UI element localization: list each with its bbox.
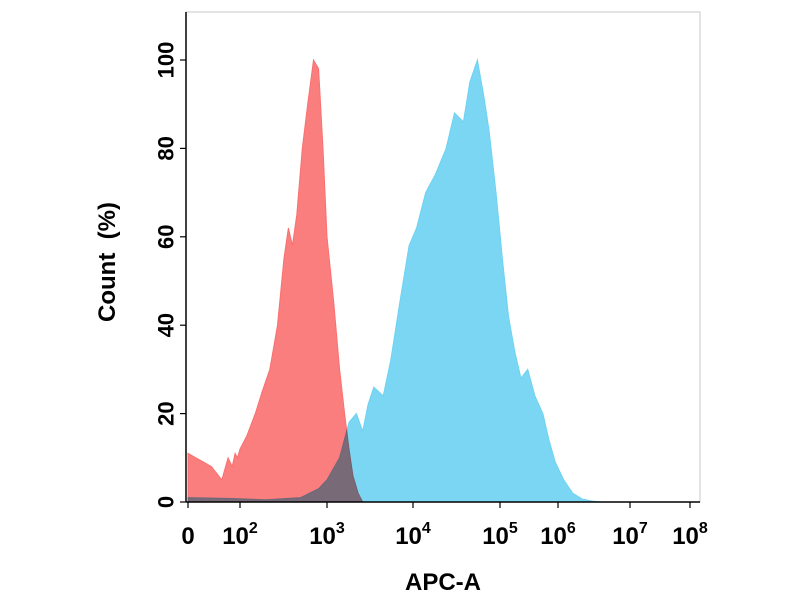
x-tick-label: 108 [672, 520, 708, 550]
series-layer [187, 58, 602, 503]
x-tick-label: 106 [540, 520, 576, 550]
y-tick-label: 60 [154, 225, 179, 249]
x-tick-label: 102 [222, 520, 258, 550]
y-axis-ticks: 0 20 40 60 80 100 [154, 42, 186, 508]
x-axis-label: APC-A [405, 569, 481, 596]
y-axis-label: Count (%) [94, 202, 121, 322]
x-axis-ticks: 0 102 103 104 105 106 107 108 [181, 502, 708, 550]
x-tick-label: 0 [181, 523, 194, 550]
x-tick-label: 107 [612, 520, 648, 550]
histogram-area-series-2 [187, 58, 602, 503]
x-tick-label: 104 [395, 520, 431, 550]
y-tick-label: 40 [154, 313, 179, 337]
x-tick-label: 103 [309, 520, 345, 550]
y-tick-label: 20 [154, 401, 179, 425]
x-tick-label: 105 [482, 520, 518, 550]
y-tick-label: 0 [154, 496, 179, 508]
plot-area [185, 11, 701, 503]
histogram-area-series-1 [187, 58, 364, 503]
y-tick-label: 80 [154, 136, 179, 160]
y-tick-label: 100 [154, 42, 179, 79]
